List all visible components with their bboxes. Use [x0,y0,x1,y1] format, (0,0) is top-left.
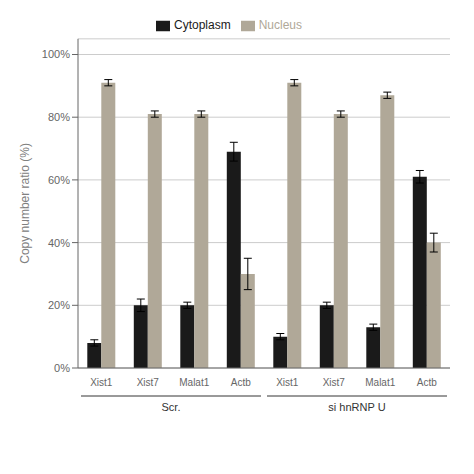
svg-text:20%: 20% [48,299,70,311]
svg-text:60%: 60% [48,174,70,186]
svg-text:Xist7: Xist7 [137,377,160,388]
svg-text:40%: 40% [48,237,70,249]
svg-text:si hnRNP U: si hnRNP U [328,401,385,413]
svg-text:Malat1: Malat1 [179,377,209,388]
svg-text:Actb: Actb [417,377,437,388]
html-text:Nucleus: Nucleus [258,18,302,32]
svg-text:Malat1: Malat1 [365,377,395,388]
svg-text:Copy number ratio (%): Copy number ratio (%) [18,143,32,264]
svg-text:0%: 0% [54,362,70,374]
svg-text:Actb: Actb [231,377,251,388]
html-text:Cytoplasm: Cytoplasm [174,18,231,32]
svg-text:Xist1: Xist1 [276,377,299,388]
svg-text:80%: 80% [48,111,70,123]
svg-text:100%: 100% [42,48,70,60]
svg-text:Scr.: Scr. [162,401,181,413]
svg-text:Xist7: Xist7 [323,377,346,388]
svg-text:Xist1: Xist1 [90,377,113,388]
